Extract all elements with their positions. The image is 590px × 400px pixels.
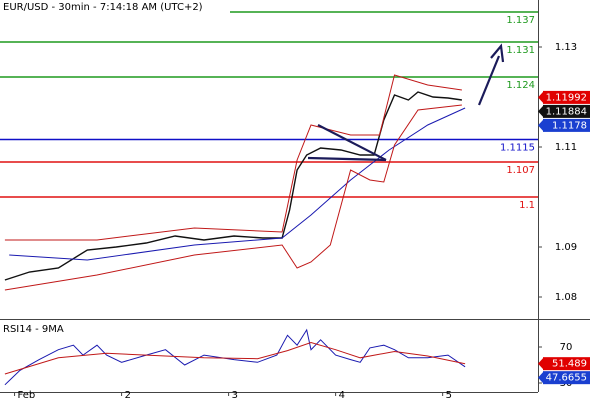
- rsi-title: RSI14 - 9MA: [3, 324, 64, 335]
- chart-title: EUR/USD - 30min - 7:14:18 AM (UTC+2): [3, 2, 203, 13]
- price-tag-pointer: [538, 90, 544, 104]
- series-line: [4, 74, 462, 241]
- level-label-bg: [498, 44, 536, 56]
- projection-arrow: [477, 55, 501, 106]
- y-tick-label: 1.09: [555, 242, 577, 253]
- level-label: 1.124: [506, 80, 535, 91]
- price-tag: [543, 90, 590, 104]
- series-line: [4, 104, 462, 291]
- price-tag: [543, 118, 590, 132]
- price-tag-label: 1.11884: [546, 106, 587, 117]
- price-tag-label: 51.489: [552, 359, 587, 370]
- level-label-bg: [498, 79, 536, 91]
- price-tag-pointer: [538, 357, 544, 371]
- level-label: 1.131: [506, 45, 535, 56]
- price-tag-label: 1.1178: [552, 120, 587, 131]
- y-tick-label: 70: [560, 342, 573, 353]
- x-tick-label: 4: [339, 390, 345, 400]
- price-tag-pointer: [538, 104, 544, 118]
- level-label: 1.1: [519, 200, 535, 211]
- plot-area: Feb 2 3 4 5 1.13 1.11 1.09 1.08 1.137 1.131 1.124 1.…: [0, 11, 590, 400]
- level-label-bg: [498, 199, 536, 211]
- series-line: [9, 107, 466, 261]
- series-line: [4, 91, 462, 281]
- x-tick-label: 3: [232, 390, 238, 400]
- y-tick-label: 1.13: [555, 42, 577, 53]
- y-tick-label: 1.11: [555, 142, 577, 153]
- y-tick-label: 1.08: [555, 292, 577, 303]
- price-tag-label: 1.11992: [546, 92, 587, 103]
- pattern-annotation: [307, 43, 505, 162]
- triangle-upper-line: [317, 124, 387, 161]
- x-tick-label: Feb: [18, 390, 36, 400]
- level-label: 1.137: [506, 15, 535, 26]
- level-label-bg: [498, 141, 536, 154]
- x-tick-label: 2: [125, 390, 131, 400]
- price-tag-pointer: [538, 371, 544, 385]
- level-label-bg: [498, 14, 536, 26]
- triangle-lower-line: [307, 156, 387, 162]
- level-label: 1.1115: [500, 143, 535, 154]
- title-bg: [0, 0, 230, 14]
- x-tick-label: 5: [446, 390, 452, 400]
- level-label: 1.107: [506, 165, 535, 176]
- series-line: [4, 341, 466, 375]
- price-tag-label: 47.6655: [546, 373, 587, 384]
- price-tag: [543, 371, 590, 385]
- price-tag-pointer: [538, 118, 544, 132]
- level-label-bg: [498, 164, 536, 176]
- arrow-head: [490, 43, 505, 63]
- price-tag: [543, 357, 590, 371]
- price-tag: [543, 104, 590, 118]
